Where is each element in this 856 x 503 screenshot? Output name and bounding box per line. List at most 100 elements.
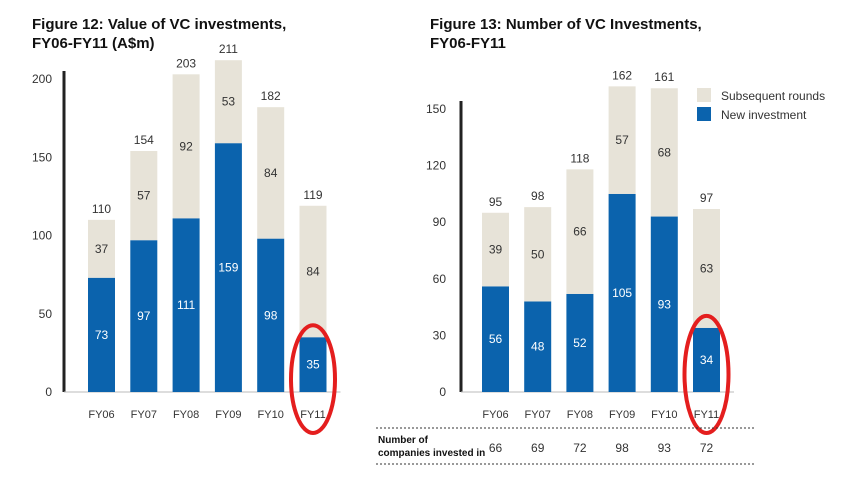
figure-12-bar-new-fy07 [130,240,158,392]
figure-12-y-tick-label: 0 [45,385,52,399]
figure-13-legend-label-subsequent: Subsequent rounds [721,89,825,103]
figure-13-bar-new-fy06 [482,286,509,392]
figure-12-y-tick-label: 50 [39,307,53,321]
figure-13-bar-new-fy08 [566,293,594,392]
figure-13-y-tick-label: 120 [426,159,446,173]
figure-13-table-value: 72 [573,441,587,455]
figure-12-x-tick-label: FY11 [300,409,325,421]
figure-13-label-subsequent: 63 [700,261,714,275]
figure-13-highlight-circle [682,313,731,435]
figure-13-x-tick-label: FY09 [609,409,635,421]
figure-12-bar-new-fy10 [257,238,285,392]
figure-13-bar-new-fy07 [524,301,552,392]
figure-13-y-tick-label: 150 [426,102,446,116]
figure-13-label-total: 97 [700,191,714,205]
figure-12-label-new: 159 [218,261,238,275]
figure-13-title-line2: FY06-FY11 [430,35,506,52]
figure-12-x-tick-label: FY09 [215,409,241,421]
figure-13-x-tick-label: FY10 [651,409,677,421]
figure-13-legend-swatch-subsequent [697,88,711,102]
figure-12-bar-subsequent-fy06 [88,219,115,278]
figure-13-y-tick-label: 0 [439,385,446,399]
figure-13-title-line1: Figure 13: Number of VC Investments, [430,16,702,33]
figure-12-label-total: 211 [219,42,238,56]
figure-13-label-total: 118 [570,151,589,165]
figure-12-label-new: 35 [306,358,320,372]
figure-13-table-value: 66 [489,441,503,455]
figure-12-bar-subsequent-fy09 [214,60,242,144]
figure-13-label-subsequent: 39 [489,243,503,257]
figure-13-title: Figure 13: Number of VC Investments, FY0… [430,15,702,53]
figure-12-label-subsequent: 57 [137,189,151,203]
figure-13-bar-subsequent-fy10 [650,88,678,217]
figure-12-label-new: 98 [264,308,278,322]
figure-12-x-tick-label: FY06 [88,409,114,421]
figure-12-bar-subsequent-fy11 [299,205,327,338]
figure-13-x-tick-label: FY11 [694,409,719,421]
figure-13-label-subsequent: 68 [658,145,672,159]
figure-12-label-total: 154 [134,133,154,147]
figure-13-table-value: 93 [658,441,672,455]
figure-13-bar-new-fy09 [608,193,636,392]
figure-12-label-subsequent: 53 [222,95,236,109]
figure-12-label-total: 203 [176,56,196,70]
figure-13-label-new: 56 [489,332,503,346]
figure-12-label-new: 73 [95,328,109,342]
figure-13-label-subsequent: 57 [615,133,629,147]
figure-13-bar-new-fy11 [693,327,720,392]
figure-12-label-new: 97 [137,309,151,323]
figure-13-table-value: 98 [615,441,629,455]
figure-12-y-tick-label: 150 [32,150,52,164]
figure-13-label-new: 105 [612,286,632,300]
figure-12-y-tick-label: 200 [32,72,52,86]
figure-13-label-total: 161 [654,70,674,84]
figure-13-y-tick-label: 30 [433,328,447,342]
figure-12-label-new: 111 [177,298,196,312]
figure-13-label-new: 34 [700,353,714,367]
figure-13-bar-subsequent-fy07 [524,207,552,302]
figure-12-x-tick-label: FY08 [173,409,199,421]
figure-12-label-total: 110 [92,202,111,216]
figure-13-label-new: 48 [531,340,545,354]
figure-13-bar-subsequent-fy08 [566,169,594,294]
figure-13-label-new: 52 [573,336,587,350]
figure-12-label-subsequent: 37 [95,242,109,256]
figure-12-label-total: 119 [303,188,322,202]
figure-13-label-total: 95 [489,195,503,209]
figure-13-x-tick-label: FY07 [525,409,551,421]
figure-12-bar-subsequent-fy10 [257,107,285,239]
figure-13-x-tick-label: FY06 [482,409,508,421]
figure-13-legend-swatch-new [697,107,711,121]
figure-12-bar-new-fy08 [172,218,200,392]
figure-13-bar-subsequent-fy11 [693,208,720,328]
figure-12-bar-subsequent-fy08 [172,74,200,219]
figure-13-y-tick-label: 60 [433,272,447,286]
figure-13-x-tick-label: FY08 [567,409,593,421]
figure-13-y-tick-label: 90 [433,215,447,229]
figure-12-title-line2: FY06-FY11 (A$m) [32,35,155,52]
figure-13-bar-subsequent-fy06 [482,212,509,287]
figure-12-label-subsequent: 92 [179,139,193,153]
figure-13-table-row-label-line2: companies invested in [378,448,485,459]
figure-13-label-subsequent: 50 [531,247,545,261]
figure-13-table-value: 72 [700,441,714,455]
figure-13-label-total: 162 [612,68,632,82]
figure-12-label-subsequent: 84 [264,166,278,180]
figure-12-x-tick-label: FY07 [131,409,157,421]
figure-12-bar-new-fy06 [88,277,115,392]
figure-12-x-tick-label: FY10 [258,409,284,421]
figure-13-bar-new-fy10 [650,216,678,392]
figure-13-table-value: 69 [531,441,545,455]
figure-12-label-total: 182 [261,89,281,103]
figure-12-y-tick-label: 100 [32,229,52,243]
figure-12-bar-new-fy09 [214,143,242,392]
figure-13-legend-label-new: New investment [721,108,807,122]
figure-12-label-subsequent: 84 [306,264,320,278]
figure-12-title: Figure 12: Value of VC investments, FY06… [32,15,286,53]
figure-12-title-line1: Figure 12: Value of VC investments, [32,16,287,33]
figure-13-label-new: 93 [658,297,672,311]
figure-12-bar-subsequent-fy07 [130,150,158,241]
figure-13-label-total: 98 [531,189,545,203]
